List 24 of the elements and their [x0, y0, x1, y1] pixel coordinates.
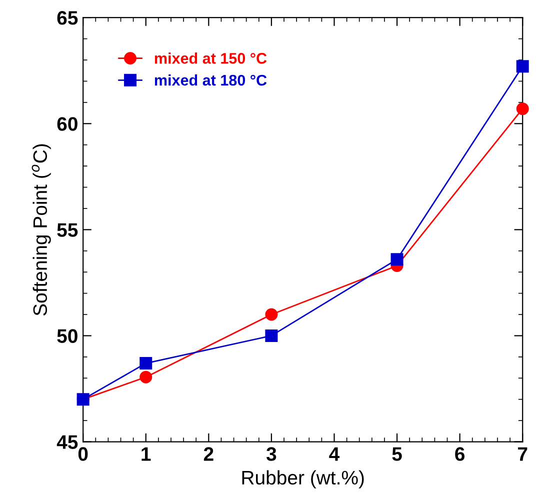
point [140, 370, 152, 384]
point [265, 308, 278, 321]
x-tick-label: 5 [392, 447, 402, 461]
y-tick-label: 50 [57, 329, 78, 343]
x-tick-label: 1 [142, 447, 151, 461]
y-tick-label: 65 [57, 11, 78, 25]
x-tick-label: 0 [78, 447, 88, 461]
legend-label: mixed at 180 °C [154, 74, 267, 86]
point [516, 60, 529, 73]
x-axis-title: Rubber (wt.%) [242, 470, 364, 488]
y-axis-title: Softening Point ($^{o}$C) [32, 144, 51, 316]
point [265, 329, 278, 342]
point [516, 102, 529, 116]
point [140, 357, 152, 370]
y-tick-label: 60 [57, 117, 78, 131]
x-tick-label: 4 [329, 447, 340, 461]
x-tick-label: 2 [204, 447, 214, 461]
y-tick-label: 45 [56, 435, 78, 449]
point [390, 253, 404, 266]
legend-label: mixed at 150 °C [154, 52, 267, 64]
x-tick-label: 3 [266, 447, 276, 461]
x-tick-label: 7 [518, 447, 528, 461]
x-tick-label: 6 [455, 447, 465, 461]
y-tick-label: 55 [57, 223, 78, 237]
